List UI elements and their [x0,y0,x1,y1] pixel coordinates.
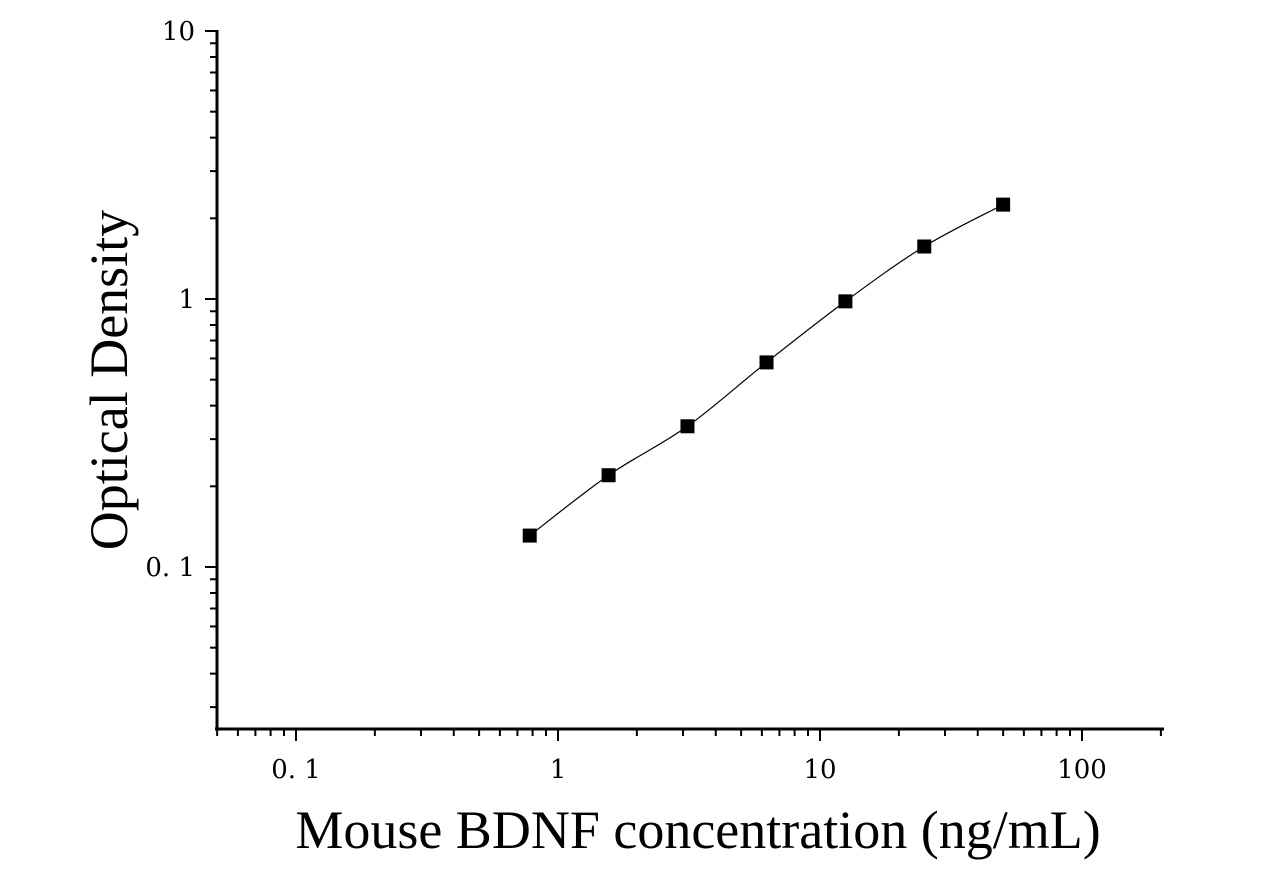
y-tick-label: 10 [162,17,195,47]
y-axis-ticks: 0. 1 1 10 [145,17,217,709]
data-point [917,239,932,254]
x-axis-ticks: 0. 1 1 10 100 [216,729,1162,785]
y-axis-title: Optical Density [79,210,139,550]
x-tick-label: 0. 1 [271,755,321,785]
y-tick-label: 1 [178,285,195,315]
y-tick-label: 0. 1 [145,553,195,583]
x-tick-label: 1 [550,755,567,785]
data-point [996,197,1011,212]
data-point [680,419,695,434]
data-points [522,197,1011,543]
fit-curve [529,204,1004,537]
data-point [601,468,616,483]
data-point [522,528,537,543]
plot-area: 0. 1 1 10 100 0. 1 1 10 [145,17,1164,785]
data-point [838,294,853,309]
data-point [759,355,774,370]
x-tick-label: 100 [1057,755,1107,785]
fit-curve-path [529,204,1004,537]
x-tick-label: 10 [803,755,836,785]
x-axis-title: Mouse BDNF concentration (ng/mL) [295,800,1100,860]
